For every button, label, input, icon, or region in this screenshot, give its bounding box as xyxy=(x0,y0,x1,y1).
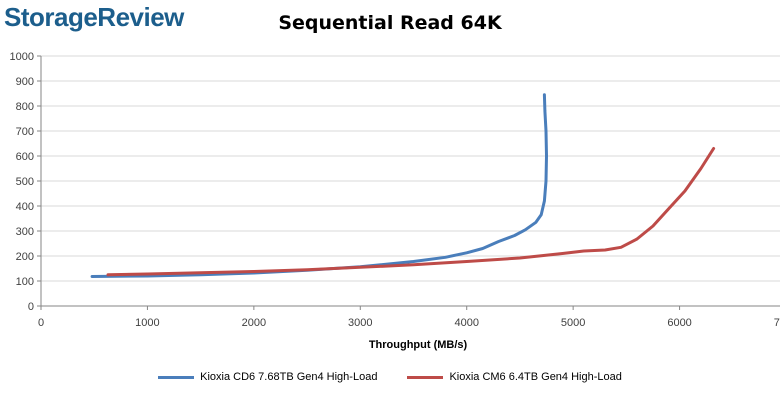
y-tick-label-800: 800 xyxy=(16,101,34,113)
legend-item-2: Kioxia CM6 6.4TB Gen4 High-Load xyxy=(407,371,622,383)
y-tick-label-1000: 1000 xyxy=(10,51,34,63)
legend-label-2: Kioxia CM6 6.4TB Gen4 High-Load xyxy=(449,371,622,383)
y-tick-label-600: 600 xyxy=(16,151,34,163)
x-tick-label-5000: 5000 xyxy=(561,317,585,329)
y-tick-label-200: 200 xyxy=(16,251,34,263)
y-tick-label-0: 0 xyxy=(28,301,34,313)
y-tick-label-300: 300 xyxy=(16,226,34,238)
x-tick-label-7000: 7000 xyxy=(774,317,780,329)
x-tick-label-2000: 2000 xyxy=(242,317,266,329)
storagereview-logo: StorageReview xyxy=(4,2,184,32)
legend-swatch-2 xyxy=(407,375,444,379)
x-tick-label-6000: 6000 xyxy=(667,317,691,329)
x-tick-label-4000: 4000 xyxy=(454,317,478,329)
x-tick-label-1000: 1000 xyxy=(135,317,159,329)
legend-item-1: Kioxia CD6 7.68TB Gen4 High-Load xyxy=(158,371,377,383)
chart-legend: Kioxia CD6 7.68TB Gen4 High-Load Kioxia C… xyxy=(0,371,780,383)
y-tick-label-700: 700 xyxy=(16,126,34,138)
legend-swatch-1 xyxy=(158,375,195,379)
y-tick-label-400: 400 xyxy=(16,201,34,213)
y-tick-label-500: 500 xyxy=(16,176,34,188)
x-axis-title: Throughput (MB/s) xyxy=(369,339,468,351)
x-tick-label-0: 0 xyxy=(38,317,44,329)
legend-label-1: Kioxia CD6 7.68TB Gen4 High-Load xyxy=(200,371,378,383)
y-tick-label-900: 900 xyxy=(16,76,34,88)
x-tick-label-3000: 3000 xyxy=(348,317,372,329)
series-line-2 xyxy=(106,147,716,277)
y-tick-label-100: 100 xyxy=(16,276,34,288)
chart-title: Sequential Read 64K xyxy=(278,12,502,34)
series-line-1 xyxy=(90,93,548,278)
